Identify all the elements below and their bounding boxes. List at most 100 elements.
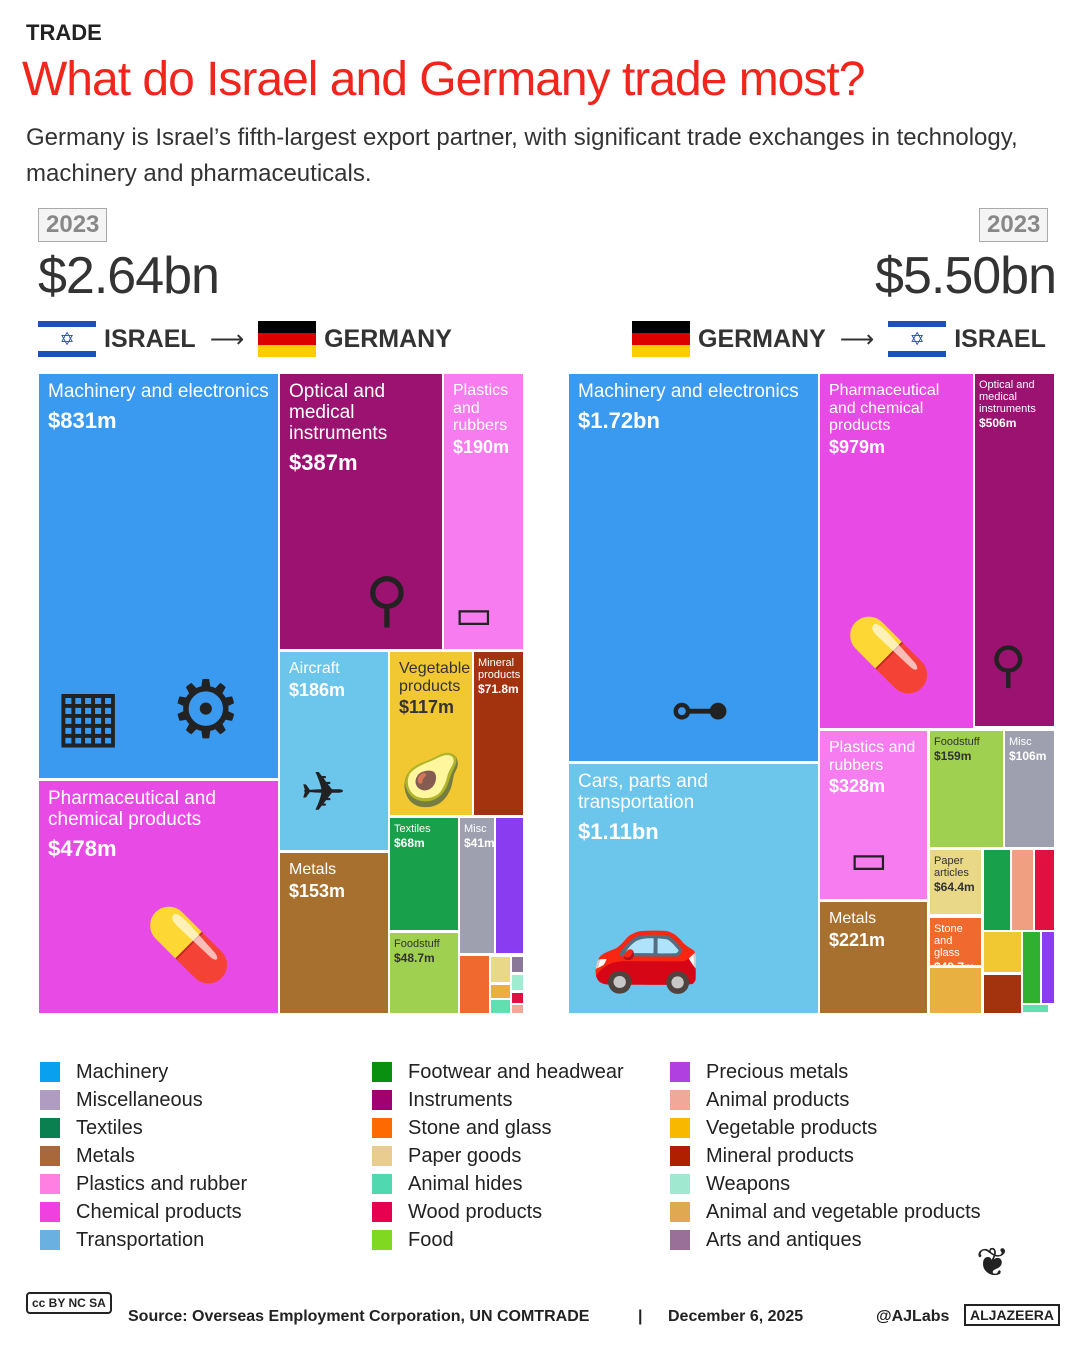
- resistor-icon: ⊶: [670, 676, 730, 743]
- right-treemap-cell: Foodstuff $159m: [930, 731, 1003, 847]
- legend-label: Arts and antiques: [706, 1228, 862, 1251]
- right-treemap-cell: Metals $221m: [820, 902, 927, 1013]
- aljazeera-logo-icon: ❦: [976, 1241, 1010, 1285]
- legend-item: Precious metals: [670, 1058, 981, 1086]
- cell-value: $41m: [464, 836, 494, 851]
- footer: cc BY NC SA Source: Overseas Employment …: [26, 1241, 1061, 1332]
- legend-swatch: [372, 1118, 392, 1138]
- right-treemap-cell: Paper articles $64.4m: [930, 850, 981, 914]
- cell-name: Misc: [464, 823, 487, 835]
- right-treemap-small-cell: [984, 975, 1021, 1013]
- legend-label: Wood products: [408, 1200, 543, 1223]
- cell-value: $1.72bn: [578, 407, 660, 433]
- legend-item: Wood products: [372, 1198, 624, 1226]
- cell-name: Optical and medical instruments: [289, 381, 388, 444]
- left-treemap-small-cell: [491, 985, 510, 998]
- left-from: ISRAEL: [104, 324, 196, 353]
- left-treemap-small-cell: [512, 1005, 523, 1013]
- legend-label: Footwear and headwear: [408, 1060, 624, 1083]
- legend-swatch: [40, 1202, 60, 1222]
- cell-name: Plastics and rubbers: [829, 739, 916, 774]
- handle: @AJLabs: [876, 1308, 950, 1325]
- car-icon: 🚗: [590, 895, 703, 995]
- left-treemap-small-cell: [496, 818, 523, 953]
- legend-label: Weapons: [706, 1172, 791, 1195]
- right-treemap-small-cell: [984, 932, 1021, 972]
- legend-item: Weapons: [670, 1170, 981, 1198]
- left-year-badge: 2023: [38, 208, 108, 242]
- cell-value: $106m: [1009, 749, 1047, 764]
- legend-swatch: [372, 1090, 392, 1110]
- right-year-badge: 2023: [979, 208, 1049, 242]
- legend-col-1: Machinery Miscellaneous Textiles Metals Plas…: [40, 1058, 247, 1254]
- legend-swatch: [670, 1118, 690, 1138]
- left-treemap-small-cell: [512, 993, 523, 1003]
- legend-label: Food: [408, 1228, 454, 1251]
- pipe-icon: ▭: [850, 838, 888, 882]
- right-treemap-small-cell: [1042, 932, 1054, 1003]
- legend-swatch: [670, 1174, 690, 1194]
- legend-label: Animal and vegetable products: [706, 1200, 981, 1223]
- legend-item: Food: [372, 1226, 624, 1254]
- legend-label: Transportation: [76, 1228, 205, 1251]
- legend-swatch: [40, 1090, 60, 1110]
- legend-item: Animal hides: [372, 1170, 624, 1198]
- legend-label: Machinery: [76, 1060, 169, 1083]
- cc-license-icon: cc BY NC SA: [26, 1292, 112, 1314]
- left-treemap-small-cell: [491, 957, 510, 982]
- cell-value: $64.4m: [934, 880, 975, 895]
- legend-label: Metals: [76, 1144, 135, 1167]
- legend-swatch: [372, 1062, 392, 1082]
- legend-item: Paper goods: [372, 1142, 624, 1170]
- legend-swatch: [372, 1174, 392, 1194]
- legend-item: Vegetable products: [670, 1114, 981, 1142]
- right-treemap-cell: Pharmaceutical and chemical products $979…: [820, 374, 973, 728]
- legend-swatch: [40, 1062, 60, 1082]
- right-treemap-cell: Cars, parts and transportation $1.11bn: [569, 764, 818, 1013]
- legend-swatch: [40, 1230, 60, 1250]
- cell-value: $153m: [289, 880, 346, 901]
- cell-name: Machinery and electronics: [48, 381, 269, 402]
- aljazeera-wordmark: ALJAZEERA: [964, 1304, 1061, 1326]
- legend-label: Plastics and rubber: [76, 1172, 248, 1195]
- cell-value: $831m: [48, 407, 117, 433]
- cell-value: $478m: [48, 835, 117, 861]
- pill-bottle-icon: 💊: [145, 906, 233, 984]
- cell-value: $506m: [979, 416, 1017, 431]
- legend-label: Mineral products: [706, 1144, 854, 1167]
- date: December 6, 2025: [668, 1308, 804, 1325]
- right-flow: GERMANY ⟶ ISRAEL: [632, 320, 1046, 358]
- cell-name: Foodstuff: [394, 938, 440, 950]
- right-treemap-cell: Plastics and rubbers $328m: [820, 731, 927, 899]
- kicker: TRADE: [26, 20, 102, 45]
- legend-item: Transportation: [40, 1226, 247, 1254]
- legend-swatch: [670, 1090, 690, 1110]
- legend-item: Mineral products: [670, 1142, 981, 1170]
- cell-name: Metals: [289, 861, 337, 878]
- left-total: $2.64bn: [38, 247, 220, 305]
- cell-value: $979m: [829, 436, 886, 457]
- legend-label: Instruments: [408, 1088, 513, 1111]
- legend-item: Arts and antiques: [670, 1226, 981, 1254]
- cell-name: Metals: [829, 910, 877, 927]
- legend-col-2: Footwear and headwear Instruments Stone an…: [372, 1058, 624, 1254]
- left-treemap-cell: Pharmaceutical and chemical products $478…: [39, 781, 278, 1013]
- legend-item: Textiles: [40, 1114, 247, 1142]
- dental-tools-icon: ⚲: [990, 637, 1027, 693]
- legend-swatch: [372, 1230, 392, 1250]
- cell-value: $387m: [289, 449, 358, 475]
- left-flow: ISRAEL ⟶ GERMANY: [38, 320, 452, 358]
- israel-flag-icon: [888, 321, 947, 357]
- legend-item: Animal products: [670, 1086, 981, 1114]
- source: Source: Overseas Employment Corporation,…: [128, 1308, 590, 1325]
- right-treemap-cell: Machinery and electronics $1.72bn: [569, 374, 818, 761]
- israel-flag-icon: [38, 321, 96, 357]
- pump-icon: ⚙: [170, 665, 242, 754]
- cell-name: Foodstuff: [934, 736, 980, 748]
- legend-col-3: Precious metals Animal products Vegetable …: [670, 1058, 981, 1254]
- right-treemap-cell: Misc $106m: [1005, 731, 1054, 847]
- right-from: GERMANY: [698, 324, 826, 353]
- legend-swatch: [372, 1202, 392, 1222]
- cell-value: $159m: [934, 749, 972, 764]
- right-treemap-small-cell: [1023, 1005, 1048, 1012]
